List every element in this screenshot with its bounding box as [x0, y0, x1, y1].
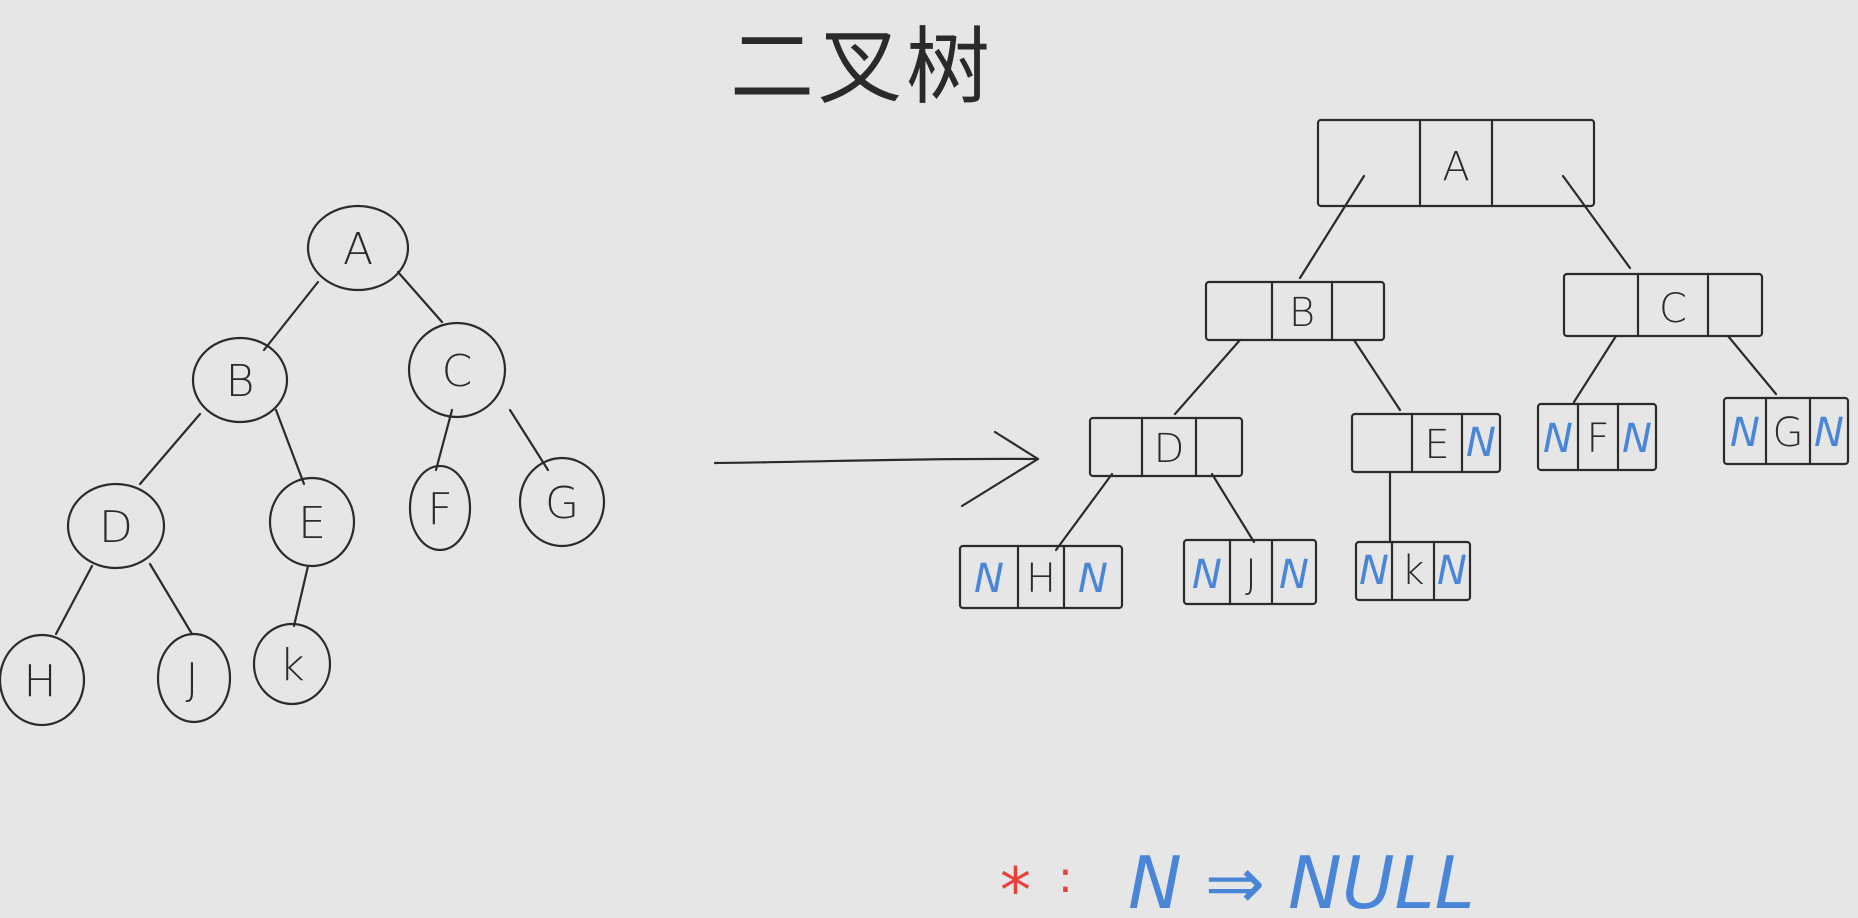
node-label: J [186, 654, 199, 705]
edge-a-c [1561, 174, 1632, 270]
edge-a-b [1298, 174, 1366, 280]
left-tree-node-g: G [518, 456, 606, 548]
right-tree-node-d: D [1088, 416, 1244, 478]
left-pointer: N [1192, 552, 1222, 598]
edge-b-e [1352, 338, 1402, 412]
node-data: C [1659, 286, 1687, 332]
edge-d-h [54, 564, 94, 636]
left-tree-node-c: C [407, 321, 507, 419]
node-data: J [1245, 552, 1257, 598]
right-tree-node-g: G N N [1722, 396, 1850, 466]
node-data: B [1289, 290, 1315, 336]
edge-c-f [1572, 334, 1618, 404]
node-label: G [545, 478, 579, 529]
left-tree-edges [54, 270, 550, 636]
node-label: H [23, 656, 56, 707]
right-pointer: N [1279, 552, 1309, 598]
edge-a-b [262, 280, 320, 352]
right-pointer: N [1622, 416, 1652, 462]
node-data: H [1026, 556, 1056, 602]
left-tree-node-h: H [0, 633, 86, 727]
arrow-shaft [713, 457, 1040, 465]
right-tree-node-f: F N N [1536, 402, 1658, 472]
right-tree-node-a: A [1316, 118, 1596, 208]
right-tree-node-j: J N N [1182, 538, 1318, 606]
edge-b-e [274, 408, 306, 486]
edge-b-d [1173, 338, 1242, 416]
node-data: k [1401, 548, 1424, 594]
right-tree-node-c: C [1562, 272, 1764, 338]
node-label: C [442, 346, 473, 397]
left-tree-node-j: J [156, 632, 232, 724]
right-pointer: N [1814, 410, 1844, 456]
right-tree-node-k: k N N [1354, 540, 1472, 602]
node-data: E [1424, 422, 1449, 468]
edge-a-c [396, 270, 444, 324]
page-title: 二叉树 [730, 18, 995, 116]
edge-d-j [1210, 472, 1256, 544]
node-label: B [226, 356, 255, 407]
right-tree-node-h: H N N [958, 544, 1124, 610]
edge-d-h [1054, 472, 1114, 552]
left-pointer: N [1730, 410, 1760, 456]
left-tree-node-b: B [191, 336, 289, 424]
node-data: A [1442, 144, 1469, 190]
node-label: D [99, 502, 133, 553]
node-label: F [427, 484, 452, 535]
legend: * : N ⇒ NULL [1000, 841, 1475, 918]
node-label: k [279, 640, 304, 691]
node-data: D [1154, 426, 1185, 472]
right-pointer: N [1466, 420, 1496, 466]
node-data: F [1586, 416, 1609, 462]
legend-text: N ⇒ NULL [1128, 841, 1475, 914]
right-tree-node-e: E N [1350, 412, 1502, 474]
edge-e-k [292, 564, 310, 628]
node-data: G [1773, 410, 1804, 456]
right-tree-node-b: B [1204, 280, 1386, 342]
legend-colon: : [1058, 852, 1073, 903]
transform-arrow [713, 430, 1040, 508]
left-pointer: N [1543, 416, 1573, 462]
arrow-head [960, 430, 1040, 508]
right-tree-edges [1054, 174, 1778, 552]
legend-symbol: * [1000, 854, 1031, 914]
left-tree-node-f: F [408, 464, 472, 552]
edge-c-g [508, 408, 550, 472]
edge-c-f [434, 408, 454, 472]
node-label: E [298, 498, 326, 549]
left-tree-node-e: E [268, 476, 356, 568]
left-pointer: N [1359, 548, 1389, 594]
edge-b-d [138, 412, 202, 486]
right-pointer: N [1437, 548, 1467, 594]
node-label: A [343, 224, 373, 275]
left-tree-node-k: k [252, 622, 332, 706]
left-tree-node-a: A [306, 204, 410, 292]
edge-d-j [148, 562, 194, 636]
left-tree-node-d: D [66, 482, 166, 570]
right-pointer: N [1078, 556, 1108, 602]
edge-c-g [1726, 334, 1778, 396]
left-pointer: N [974, 556, 1004, 602]
